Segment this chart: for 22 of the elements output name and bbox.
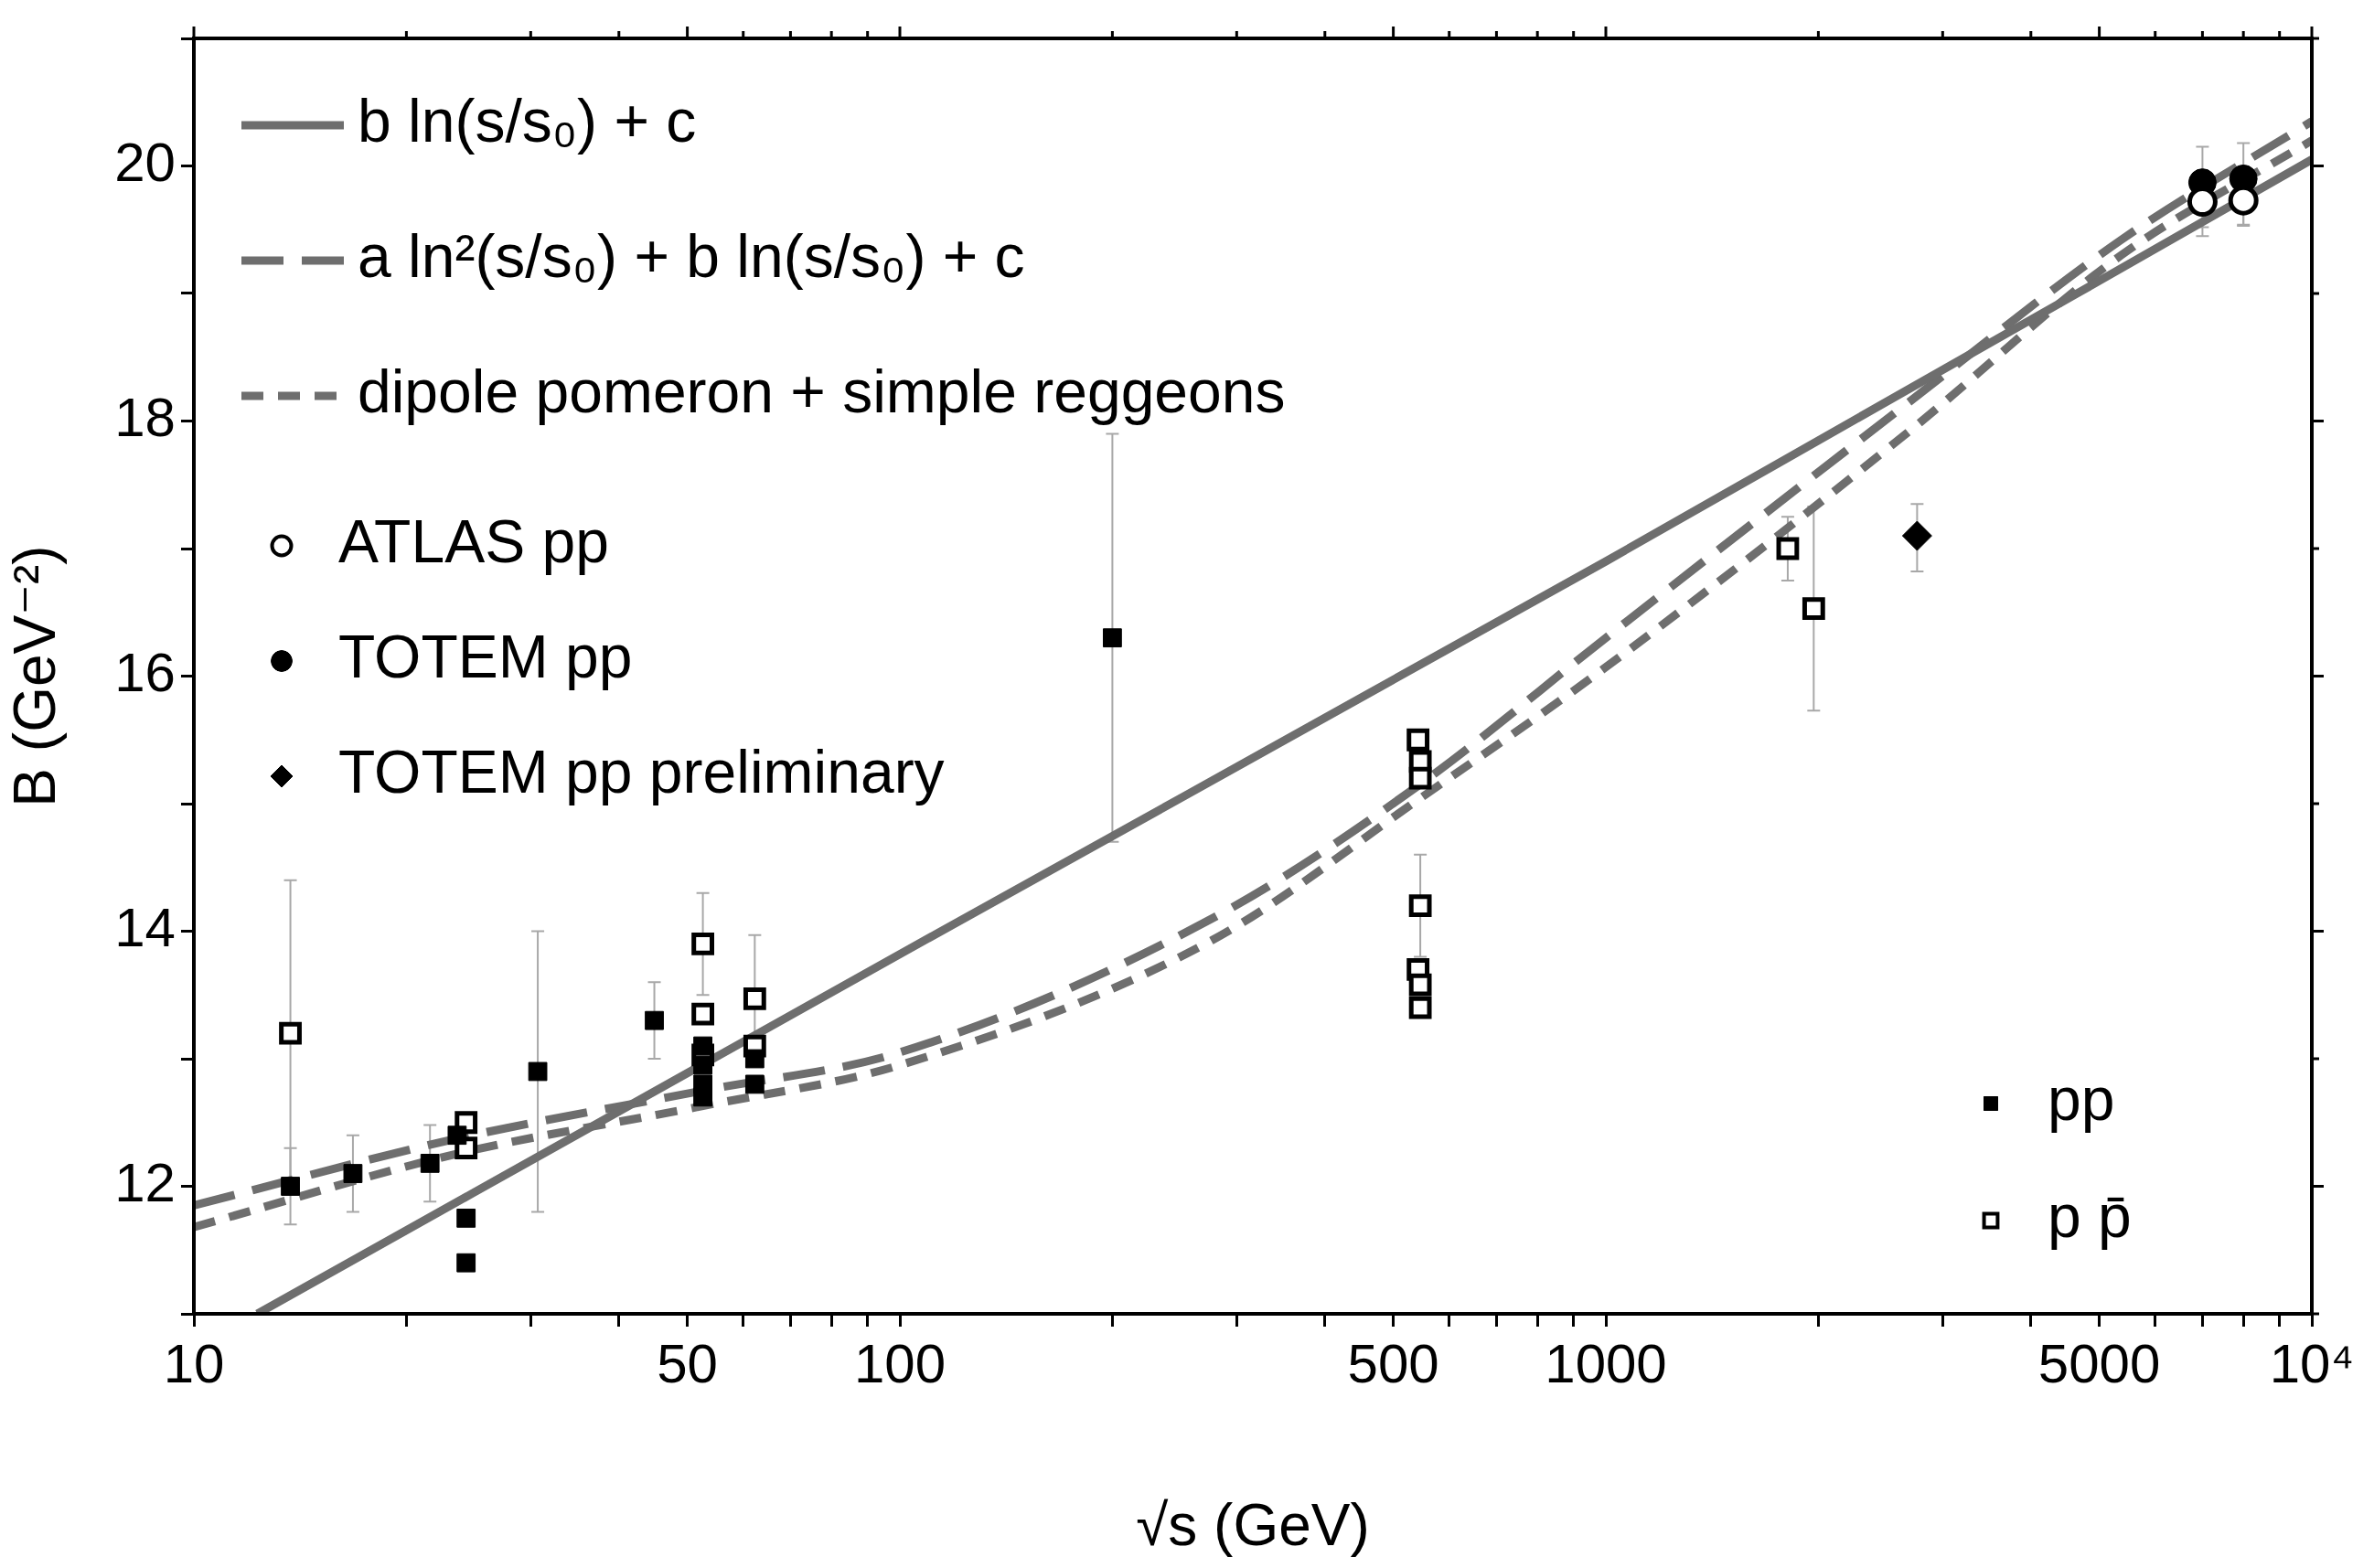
y-tick-label: 12 — [114, 1152, 176, 1214]
legend-label: TOTEM pp preliminary — [338, 738, 945, 806]
legend-label: pp — [2048, 1065, 2115, 1134]
x-tick-label: 10 — [163, 1332, 225, 1394]
x-tick-label: 100 — [853, 1332, 946, 1394]
legend-label: dipole pomeron + simple reggeons — [358, 357, 1286, 426]
x-tick-label: 50 — [657, 1332, 718, 1394]
x-tick-label: 5000 — [2037, 1332, 2161, 1394]
y-tick-label: 14 — [114, 897, 176, 959]
x-tick-label: 1000 — [1545, 1332, 1667, 1394]
legend-label: ATLAS pp — [338, 507, 609, 576]
y-axis-title: B (GeV⁻²) — [2, 545, 69, 807]
y-tick-label: 16 — [114, 642, 176, 704]
x-tick-label: 500 — [1347, 1332, 1439, 1394]
legend-label: TOTEM pp — [338, 623, 633, 691]
x-axis-title: √s (GeV) — [1136, 1492, 1370, 1559]
x-tick-label: 10⁴ — [2269, 1332, 2355, 1394]
legend-label: a ln²(s/s₀) + b ln(s/s₀) + c — [358, 222, 1025, 291]
legend-label: b ln(s/s₀) + c — [358, 87, 697, 155]
y-tick-label: 20 — [114, 132, 176, 194]
y-tick-label: 18 — [114, 387, 176, 449]
legend-label: p p̄ — [2048, 1182, 2132, 1251]
